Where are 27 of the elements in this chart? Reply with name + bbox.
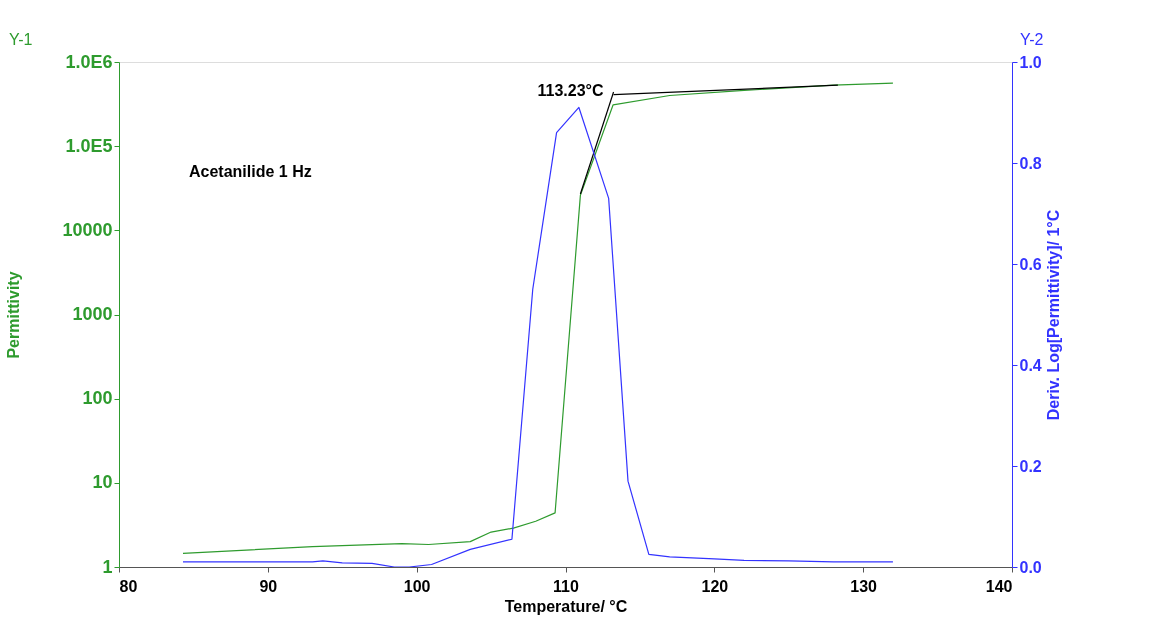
y-tick-label: 1000 bbox=[72, 304, 113, 324]
y2-tick-label: 0.2 bbox=[1019, 457, 1042, 475]
y2-tick-label: 0.6 bbox=[1019, 255, 1042, 273]
y-tick-label: 1.0E5 bbox=[65, 135, 113, 156]
y-tick-label: 1 bbox=[102, 556, 113, 577]
x-axis-title: Temperature/ °C bbox=[504, 597, 628, 615]
annotation: Acetanilide 1 Hz bbox=[189, 163, 312, 180]
y-tick-label: 10000 bbox=[62, 219, 113, 240]
y-axis-title: Permittivity bbox=[5, 271, 23, 359]
x-tick-label: 140 bbox=[985, 577, 1013, 595]
y-tick-label: 1.0E6 bbox=[65, 51, 113, 72]
y2-axis-title: Deriv. Log[Permittivity]/ 1°C bbox=[1044, 209, 1062, 421]
x-tick-label: 90 bbox=[259, 577, 278, 595]
y2-tick-label: 1.0 bbox=[1019, 53, 1042, 71]
x-tick-label: 80 bbox=[119, 577, 138, 595]
text: Y-2 bbox=[1020, 31, 1044, 48]
x-tick-label: 130 bbox=[850, 577, 878, 595]
y2-tick-label: 0.4 bbox=[1019, 356, 1042, 374]
y-tick-label: 10 bbox=[92, 472, 113, 493]
y-tick-label: 100 bbox=[82, 388, 113, 409]
x-tick-label: 100 bbox=[403, 577, 431, 595]
y2-tick-label: 0.8 bbox=[1019, 154, 1042, 172]
annotation: 113.23°C bbox=[537, 81, 605, 99]
x-tick-label: 120 bbox=[701, 577, 729, 595]
y2-tick-label: 0.0 bbox=[1019, 558, 1042, 576]
text: Y-1 bbox=[9, 31, 33, 48]
x-tick-label: 110 bbox=[553, 577, 580, 595]
